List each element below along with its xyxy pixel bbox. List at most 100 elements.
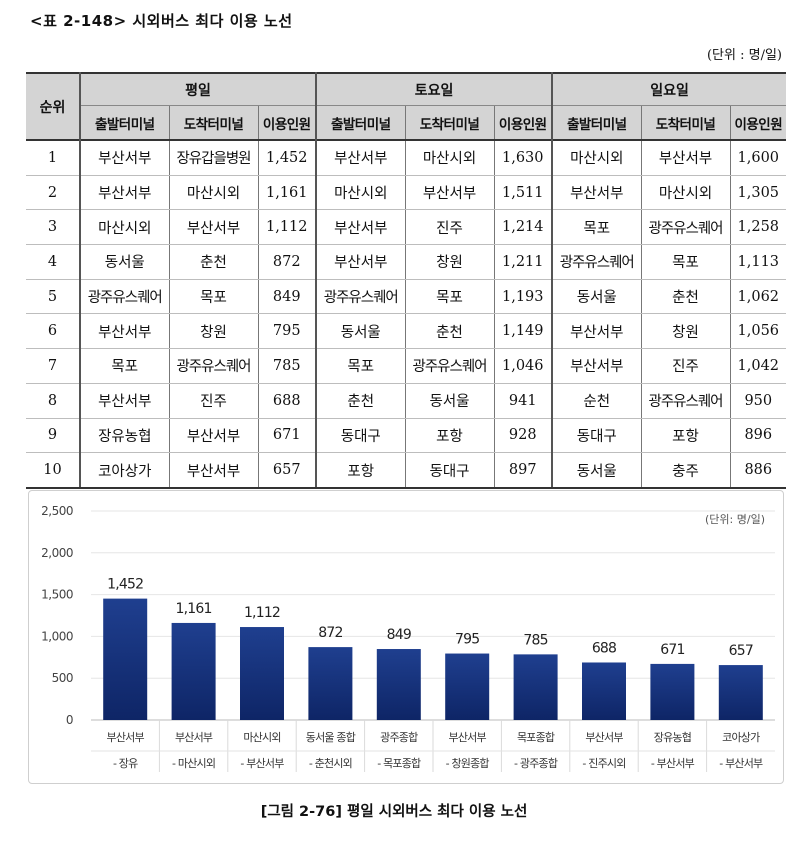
rank-cell: 1 [26, 140, 80, 176]
rank-cell: 3 [26, 209, 80, 246]
y-tick-label: 2,500 [41, 504, 73, 518]
count-cell: 886 [729, 452, 787, 489]
table-row: 6 부산서부 창원 795 동서울 춘천 1,149 부산서부 창원 1,056 [26, 313, 787, 350]
count-cell: 795 [257, 313, 317, 350]
bar-value-label: 1,112 [244, 605, 280, 621]
x-tick-label: - 마산시외 [172, 757, 215, 770]
departure-cell: 장유농협 [79, 418, 169, 454]
count-cell: 896 [729, 418, 787, 454]
table-row: 8 부산서부 진주 688 춘천 동서울 941 순천 광주유스퀘어 950 [26, 383, 787, 419]
arrival-cell: 춘천 [640, 279, 731, 315]
y-tick-label: 1,500 [41, 588, 73, 602]
table-row: 9 장유농협 부산서부 671 동대구 포항 928 동대구 포항 896 [26, 418, 787, 454]
rank-cell: 2 [26, 175, 80, 211]
departure-cell: 부산서부 [315, 209, 406, 246]
count-cell: 928 [493, 418, 553, 454]
rank-header: 순위 [26, 73, 80, 140]
count-cell: 1,600 [729, 140, 787, 176]
arrival-cell: 목포 [404, 279, 495, 315]
count-cell: 1,193 [493, 279, 553, 315]
departure-cell: 부산서부 [315, 140, 406, 176]
arrival-cell: 광주유스퀘어 [168, 348, 258, 384]
departure-cell: 부산서부 [315, 244, 406, 280]
subheader-arrival: 도착터미널 [404, 105, 495, 140]
arrival-cell: 동서울 [404, 383, 495, 419]
subheader-arrival: 도착터미널 [168, 105, 258, 140]
x-tick-label: 부산서부 [175, 731, 213, 744]
bar-chart-svg: (단위: 명/일) 0 500 1,000 1,500 2,000 2,500 1,452 부… [41, 504, 775, 772]
arrival-cell: 창원 [640, 313, 731, 350]
chart-unit-label: (단위: 명/일) [705, 512, 765, 526]
arrival-cell: 춘천 [168, 244, 258, 280]
table-row: 5 광주유스퀘어 목포 849 광주유스퀘어 목포 1,193 동서울 춘천 1,062 [26, 279, 787, 315]
arrival-cell: 장유갑을병원 [168, 140, 258, 176]
count-cell: 1,046 [493, 348, 553, 384]
x-tick-label: - 광주종합 [514, 757, 558, 770]
subheader-count: 이용인원 [729, 105, 787, 140]
departure-cell: 마산시외 [551, 140, 642, 176]
arrival-cell: 광주유스퀘어 [640, 209, 731, 246]
count-cell: 1,113 [729, 244, 787, 280]
departure-cell: 광주유스퀘어 [551, 244, 642, 280]
count-cell: 1,511 [493, 175, 553, 211]
x-tick-label: 마산시외 [243, 731, 280, 744]
x-tick-label: 광주종합 [380, 731, 418, 744]
bar-value-label: 849 [387, 627, 411, 643]
y-tick-label: 1,000 [41, 629, 73, 643]
departure-cell: 광주유스퀘어 [79, 279, 169, 315]
bar [718, 665, 763, 720]
departure-cell: 광주유스퀘어 [315, 279, 406, 315]
arrival-cell: 춘천 [404, 313, 495, 350]
departure-cell: 동서울 [551, 279, 642, 315]
rank-cell: 8 [26, 383, 80, 419]
table-row: 4 동서울 춘천 872 부산서부 창원 1,211 광주유스퀘어 목포 1,113 [26, 244, 787, 280]
arrival-cell: 부산서부 [168, 418, 258, 454]
bar [376, 649, 421, 720]
bar [171, 622, 216, 720]
table-row: 7 목포 광주유스퀘어 785 목포 광주유스퀘어 1,046 부산서부 진주 1,042 [26, 348, 787, 384]
count-cell: 872 [257, 244, 317, 280]
count-cell: 897 [493, 452, 553, 489]
x-tick-label: - 부산서부 [240, 757, 284, 770]
departure-cell: 순천 [551, 383, 642, 419]
arrival-cell: 목포 [168, 279, 258, 315]
arrival-cell: 광주유스퀘어 [640, 383, 731, 419]
route-table: 순위 평일 토요일 일요일 출발터미널 도착터미널 이용인원 출발터미널 도착터… [26, 72, 787, 489]
bar-value-label: 785 [523, 632, 547, 648]
bar [308, 647, 353, 720]
bar [103, 598, 148, 720]
count-cell: 1,112 [257, 209, 317, 246]
count-cell: 1,211 [493, 244, 553, 280]
x-tick-label: - 창원종합 [446, 757, 490, 770]
count-cell: 1,630 [493, 140, 553, 176]
departure-cell: 동대구 [551, 418, 642, 454]
table-body: 1 부산서부 장유갑을병원 1,452 부산서부 마산시외 1,630 마산시외 부산서부 1,6… [26, 140, 787, 489]
arrival-cell: 부산서부 [404, 175, 495, 211]
x-tick-label: 부산서부 [585, 731, 623, 744]
subheader-departure: 출발터미널 [315, 105, 406, 140]
rank-cell: 4 [26, 244, 80, 280]
count-cell: 1,056 [729, 313, 787, 350]
count-cell: 1,161 [257, 175, 317, 211]
subheader-departure: 출발터미널 [551, 105, 642, 140]
subheader-departure: 출발터미널 [79, 105, 169, 140]
y-tick-label: 2,000 [41, 546, 73, 560]
bar-value-label: 872 [318, 625, 342, 641]
x-tick-label: - 부산서부 [719, 757, 763, 770]
departure-cell: 부산서부 [79, 140, 169, 176]
departure-cell: 동서울 [79, 244, 169, 280]
group-weekday: 평일 [78, 73, 317, 106]
arrival-cell: 진주 [640, 348, 731, 384]
departure-cell: 부산서부 [551, 348, 642, 384]
count-cell: 950 [729, 383, 787, 419]
x-tick-label: 동서울 종합 [306, 731, 356, 744]
rank-cell: 10 [26, 452, 80, 489]
bar [650, 663, 695, 720]
bar-value-label: 795 [455, 632, 479, 648]
subheader-count: 이용인원 [493, 105, 553, 140]
figure-caption: [그림 2-76] 평일 시외버스 최다 이용 노선 [260, 804, 528, 820]
count-cell: 785 [257, 348, 317, 384]
bar [513, 654, 558, 720]
count-cell: 1,042 [729, 348, 787, 384]
bar-value-label: 657 [729, 643, 753, 659]
